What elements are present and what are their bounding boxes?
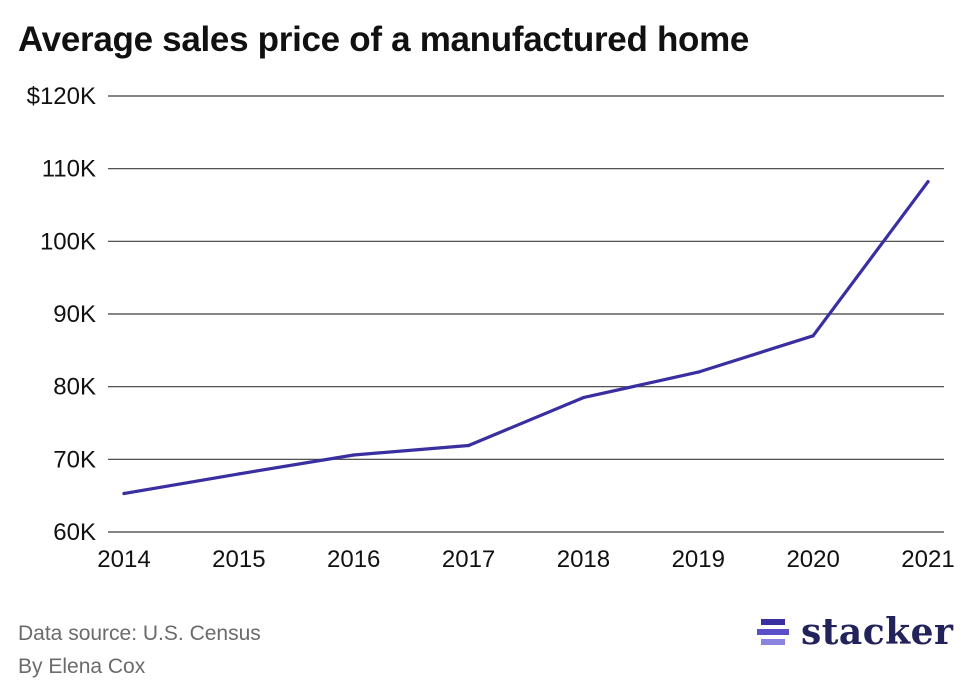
y-tick-label: 100K bbox=[40, 228, 96, 255]
stacker-wordmark: stacker bbox=[801, 611, 954, 653]
data-point bbox=[926, 180, 930, 184]
data-point bbox=[122, 491, 126, 496]
logo-bar-top bbox=[761, 619, 785, 625]
data-source: Data source: U.S. Census bbox=[18, 622, 261, 645]
stacker-logo-icon bbox=[757, 619, 789, 645]
data-point bbox=[237, 472, 241, 476]
logo-bar-bottom bbox=[761, 639, 785, 645]
data-point bbox=[696, 370, 700, 374]
y-tick-label: $120K bbox=[27, 83, 96, 110]
x-tick-label: 2018 bbox=[557, 546, 610, 573]
y-tick-label: 110K bbox=[42, 156, 96, 183]
byline: By Elena Cox bbox=[18, 655, 146, 678]
x-tick-label: 2020 bbox=[786, 546, 839, 573]
x-tick-label: 2015 bbox=[212, 546, 265, 573]
data-point bbox=[466, 443, 471, 448]
data-point bbox=[352, 453, 356, 457]
y-tick-label: 90K bbox=[53, 301, 96, 328]
data-point bbox=[581, 395, 586, 400]
y-tick-label: 80K bbox=[53, 374, 96, 401]
x-tick-label: 2014 bbox=[97, 546, 150, 573]
x-tick-label: 2021 bbox=[901, 546, 954, 573]
logo-bar-middle bbox=[757, 629, 789, 635]
y-tick-label: 60K bbox=[53, 519, 96, 546]
data-point bbox=[811, 334, 815, 338]
x-tick-label: 2016 bbox=[327, 546, 380, 573]
series-line-0 bbox=[122, 180, 930, 496]
chart-title: Average sales price of a manufactured ho… bbox=[18, 20, 750, 59]
x-tick-label: 2017 bbox=[442, 546, 495, 573]
line-chart: 60K 70K 80K 90K 100K 110K $120K 2014 2015 2016 201… bbox=[27, 83, 955, 573]
stacker-logo: stacker bbox=[757, 609, 953, 655]
x-tick-label: 2019 bbox=[672, 546, 725, 573]
y-tick-label: 70K bbox=[53, 446, 96, 473]
